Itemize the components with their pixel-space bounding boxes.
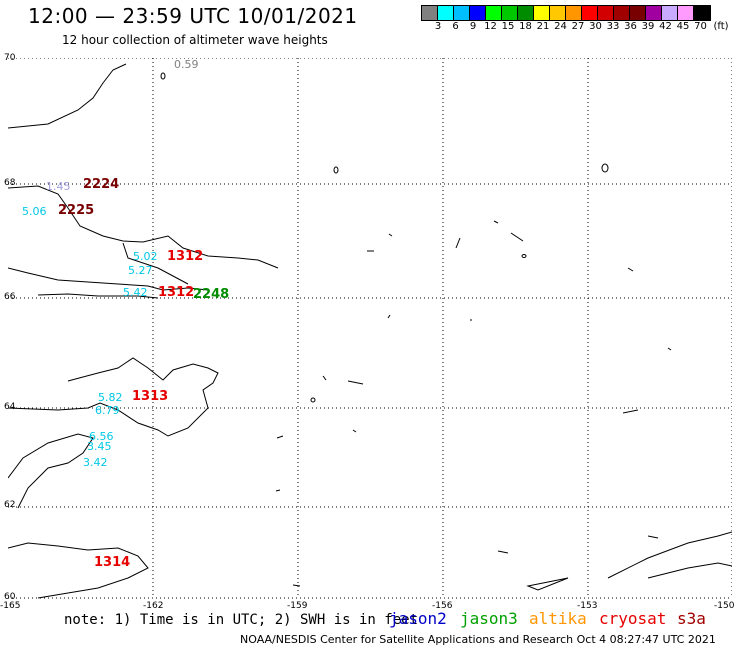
lat-label: 68 <box>4 178 16 188</box>
color-scale-tick: 30 <box>589 21 602 32</box>
color-scale-tick: 45 <box>676 21 690 32</box>
pass-time-label: 2224 <box>83 177 120 192</box>
swh-label: 5.27 <box>128 264 153 277</box>
color-scale-tick: 27 <box>571 21 585 32</box>
color-swatch <box>534 6 550 20</box>
swh-label: 5.02 <box>133 250 158 263</box>
color-scale-tick: 15 <box>501 21 515 32</box>
lat-label: 62 <box>4 500 16 510</box>
swh-label: 3.45 <box>87 440 112 453</box>
legend-jason3: jason3 <box>460 609 518 628</box>
color-swatch <box>470 6 486 20</box>
lat-label: 64 <box>4 402 16 412</box>
lat-label: 70 <box>4 53 16 63</box>
color-scale-bar <box>421 5 711 21</box>
color-scale-tick: 33 <box>606 21 620 32</box>
pass-time-label: 1312 <box>158 285 195 300</box>
swh-label: 0.59 <box>174 58 199 71</box>
color-scale-ticks: 3 6 9 12 15 18 21 24 27 30 33 36 39 42 45 70 (ft) <box>421 21 731 33</box>
color-scale-unit: (ft) <box>713 21 729 32</box>
chart-subtitle: 12 hour collection of altimeter wave hei… <box>62 33 328 47</box>
legend-altika: altika <box>529 609 587 628</box>
lon-label: -153 <box>577 601 598 611</box>
lat-label: 60 <box>4 592 16 602</box>
color-scale-tick: 39 <box>641 21 655 32</box>
islands <box>160 72 672 587</box>
swh-label: 3.42 <box>83 456 108 469</box>
swh-label: 5.06 <box>22 205 47 218</box>
lon-label: -150 <box>714 601 735 611</box>
chart-title: 12:00 — 23:59 UTC 10/01/2021 <box>28 4 358 28</box>
legend-cryosat: cryosat <box>599 609 667 628</box>
lon-label: -156 <box>432 601 453 611</box>
grid-lines <box>8 58 732 599</box>
color-scale-tick: 3 <box>434 21 442 32</box>
color-scale-tick: 70 <box>694 21 707 32</box>
legend-jason2: jason2 <box>389 609 447 628</box>
color-scale-tick: 9 <box>469 21 477 32</box>
pass-time-label: 1312 <box>167 249 204 264</box>
color-swatch <box>566 6 582 20</box>
lat-label: 66 <box>4 292 16 302</box>
color-scale-tick: 6 <box>452 21 459 32</box>
color-swatch <box>694 6 710 20</box>
color-scale-tick: 36 <box>624 21 637 32</box>
footer-note: note: 1) Time is in UTC; 2) SWH is in fe… <box>64 612 419 628</box>
pass-time-label: 2248 <box>193 287 230 302</box>
map-area <box>8 58 732 599</box>
color-swatch <box>630 6 646 20</box>
lon-label: -159 <box>287 601 308 611</box>
color-swatch <box>614 6 630 20</box>
swh-label: 5.82 <box>98 391 123 404</box>
lon-label: -165 <box>0 601 21 611</box>
color-swatch <box>646 6 662 20</box>
color-swatch <box>454 6 470 20</box>
color-swatch <box>518 6 534 20</box>
swh-label: 6.79 <box>95 404 120 417</box>
color-swatch <box>550 6 566 20</box>
pass-time-label: 2225 <box>58 203 95 218</box>
color-scale-tick: 21 <box>536 21 550 32</box>
credit-line: NOAA/NESDIS Center for Satellite Applica… <box>240 633 716 646</box>
color-scale-tick: 24 <box>554 21 567 32</box>
pass-time-label: 1313 <box>132 389 169 404</box>
legend-s3a: s3a <box>677 609 706 628</box>
color-swatch <box>502 6 518 20</box>
coastline <box>8 63 732 599</box>
swh-label: 5.42 <box>123 286 148 299</box>
color-swatch <box>438 6 454 20</box>
color-swatch <box>598 6 614 20</box>
swh-label: 6.56 <box>89 430 114 443</box>
color-swatch <box>678 6 694 20</box>
pass-time-label: 1314 <box>94 555 131 570</box>
color-swatch <box>422 6 438 20</box>
color-scale-tick: 42 <box>659 21 672 32</box>
color-scale-tick: 18 <box>519 21 532 32</box>
lon-label: -162 <box>143 601 164 611</box>
color-swatch <box>582 6 598 20</box>
swh-label: 1.45 <box>46 180 71 193</box>
color-swatch <box>662 6 678 20</box>
color-scale-tick: 12 <box>484 21 497 32</box>
color-swatch <box>486 6 502 20</box>
